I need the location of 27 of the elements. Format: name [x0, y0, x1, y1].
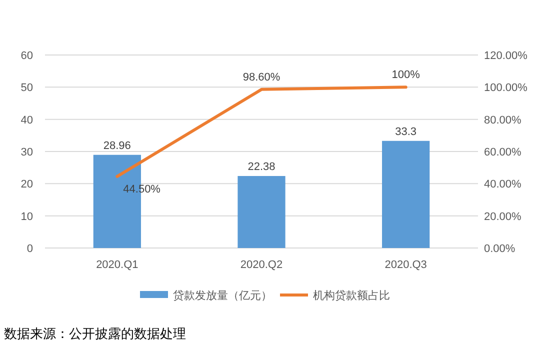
y2-tick-label: 40.00%	[484, 178, 522, 191]
x-tick-label: 2020.Q3	[384, 259, 427, 271]
y-tick-label: 60	[20, 50, 33, 62]
y2-tick-label: 120.00%	[484, 50, 528, 62]
x-tick-label: 2020.Q2	[240, 259, 283, 271]
data-label: 100%	[392, 69, 420, 82]
y-tick-label: 10	[20, 210, 33, 223]
y2-tick-label: 100.00%	[484, 82, 528, 94]
y-tick-label: 50	[20, 82, 33, 94]
y2-tick-label: 20.00%	[484, 210, 522, 223]
bar	[238, 176, 286, 248]
bar	[382, 140, 430, 248]
y2-tick-label: 60.00%	[484, 146, 522, 158]
data-label: 22.38	[248, 161, 276, 174]
x-tick-label: 2020.Q1	[96, 259, 138, 271]
y-tick-label: 0	[26, 243, 33, 255]
data-label: 33.3	[395, 126, 417, 138]
y-tick-label: 20	[20, 178, 33, 191]
legend-label: 机构贷款额占比	[313, 289, 390, 302]
source-note: 数据来源：公开披露的数据处理	[4, 326, 186, 341]
y-tick-label: 40	[20, 114, 33, 126]
y2-tick-label: 0.00%	[484, 243, 516, 255]
y2-tick-label: 80.00%	[484, 114, 522, 126]
y-tick-label: 30	[20, 146, 33, 158]
legend-label: 贷款发放量（亿元）	[173, 289, 272, 302]
data-label: 28.96	[103, 140, 131, 152]
data-label: 98.60%	[242, 71, 280, 84]
